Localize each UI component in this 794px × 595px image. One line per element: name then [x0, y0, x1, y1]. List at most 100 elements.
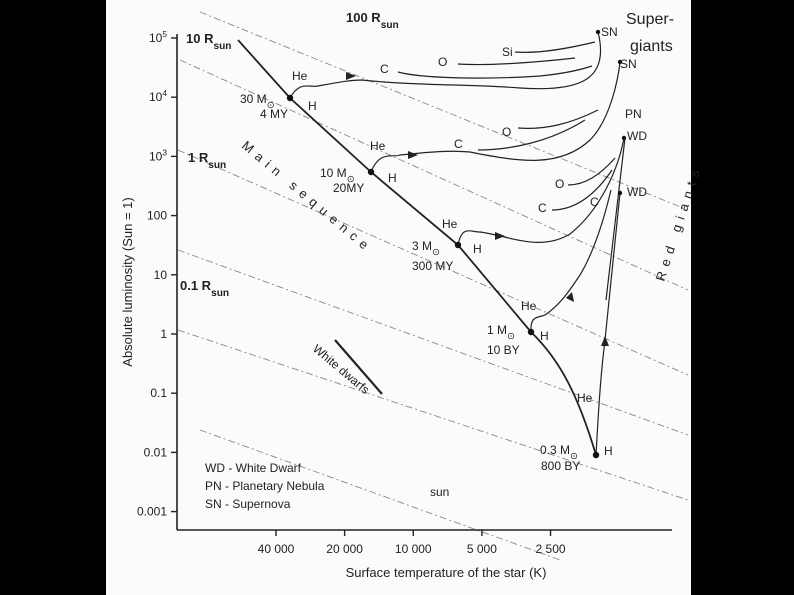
- track-30m: [289, 31, 602, 99]
- radius-label-01: 0.1 Rsun: [180, 278, 229, 299]
- hydrogen-label: H: [308, 99, 317, 113]
- y-tick-label: 104: [149, 88, 167, 104]
- legend: WD - White Dwarf PN - Planetary Nebula SN …: [205, 461, 325, 511]
- track-label-o: O: [502, 125, 511, 139]
- red-giants-label: Red giants: [653, 162, 705, 283]
- loop-30m-c: [397, 65, 593, 79]
- star-age-label: 300 MY: [412, 259, 453, 273]
- y-tick-label: 100: [147, 209, 167, 223]
- endpoint-sn: SN: [601, 25, 618, 39]
- arrow-10m: [408, 151, 418, 159]
- loop-30m-o: [457, 57, 576, 66]
- endpoint-wd: WD: [627, 185, 647, 199]
- star-age-label: 20MY: [333, 181, 364, 195]
- x-tick-label: 5 000: [467, 542, 497, 556]
- hydrogen-label: H: [473, 242, 482, 256]
- radius-line: [199, 429, 561, 561]
- endpoint-sn: SN: [620, 57, 637, 71]
- star-age-label: 4 MY: [260, 107, 288, 121]
- endpoint-point: [617, 190, 623, 196]
- hydrogen-label: H: [540, 329, 549, 343]
- main-sequence-label: Main sequence: [239, 138, 376, 256]
- star-point: [367, 168, 375, 176]
- star-mass-label: 10 M⊙: [320, 166, 355, 184]
- endpoint-point: [617, 59, 623, 65]
- star-age-label: 800 BY: [541, 459, 580, 473]
- star-age-label: 10 BY: [487, 343, 520, 357]
- track-arrows: [346, 72, 609, 346]
- loop-10m-c: [477, 119, 586, 151]
- y-tick-label: 10: [154, 268, 168, 282]
- legend-entry: WD - White Dwarf: [205, 461, 302, 475]
- y-tick-label: 105: [149, 29, 167, 45]
- star-point: [286, 94, 294, 102]
- supergiants-label: Super-: [626, 11, 674, 28]
- arrow-30m: [346, 72, 356, 80]
- track-label-si: Si: [502, 45, 513, 59]
- loop-30m-si: [514, 41, 596, 53]
- y-tick-label: 0.001: [137, 505, 167, 519]
- track-10m: [370, 61, 621, 173]
- endpoint-point: [595, 29, 601, 35]
- white-dwarf-band: [334, 339, 383, 395]
- wd-descent-1: [605, 137, 626, 301]
- star-point: [592, 451, 600, 459]
- chart-paper: [106, 0, 691, 595]
- endpoint-wd: WD: [627, 129, 647, 143]
- loop-3m-o: [567, 157, 616, 186]
- x-tick-label: 20 000: [326, 542, 363, 556]
- radius-line: [177, 249, 689, 436]
- track-1m: [530, 189, 612, 333]
- track-label-c: C: [454, 137, 463, 151]
- helium-label: He: [292, 69, 308, 83]
- endpoint-point: [621, 135, 627, 141]
- hydrogen-label: H: [388, 171, 397, 185]
- star-point: [454, 241, 462, 249]
- star-mass-label: 1 M⊙: [487, 323, 515, 341]
- helium-label: He: [370, 139, 386, 153]
- star-mass-label: 30 M⊙: [240, 92, 275, 110]
- supergiants-label: giants: [630, 38, 673, 55]
- endpoint-pn: PN: [625, 107, 642, 121]
- track-label-o: O: [555, 177, 564, 191]
- legend-entry: PN - Planetary Nebula: [205, 479, 325, 493]
- radius-line: [179, 59, 689, 291]
- radius-line: [177, 149, 689, 376]
- arrow-1m: [566, 292, 574, 302]
- x-tick-label: 40 000: [258, 542, 295, 556]
- helium-label: He: [577, 391, 593, 405]
- arrow-03m: [601, 336, 609, 346]
- x-tick-label: 2 500: [536, 542, 566, 556]
- white-dwarfs-label: White dwarfs: [310, 342, 372, 397]
- helium-label: He: [442, 217, 458, 231]
- arrow-3m: [495, 232, 505, 240]
- radius-label-100: 100 Rsun: [346, 10, 399, 31]
- star-mass-label: 3 M⊙: [412, 239, 440, 257]
- y-tick-label: 0.1: [150, 386, 167, 400]
- legend-entry: SN - Supernova: [205, 497, 291, 511]
- helium-label: He: [521, 299, 537, 313]
- star-mass-label: 0.3 M⊙: [540, 443, 578, 461]
- track-3m: [457, 137, 625, 246]
- x-tick-label: 10 000: [395, 542, 432, 556]
- annotations: 30 M⊙4 MY 10 M⊙20MY 3 M⊙ 300 MY 1 M⊙ 10 BY 0.3…: [180, 10, 705, 499]
- star-point: [527, 328, 535, 336]
- y-tick-label: 0.01: [144, 445, 168, 459]
- axis-ticks: 105 104 103 100 10 1 0.1 0.01 0.001 40 000 20 000 1…: [137, 29, 566, 556]
- y-axis-title: Absolute luminosity (Sun = 1): [120, 197, 135, 366]
- y-tick-label: 103: [149, 147, 167, 163]
- main-sequence-stars: [286, 29, 627, 459]
- hydrogen-label: H: [604, 444, 613, 458]
- y-tick-label: 1: [160, 327, 167, 341]
- track-label-c: C: [380, 62, 389, 76]
- x-axis-title: Surface temperature of the star (K): [346, 565, 547, 580]
- loop-10m-o: [517, 109, 599, 129]
- track-label-c: C: [590, 195, 599, 209]
- radius-label-10: 10 Rsun: [186, 31, 231, 52]
- loop-3m-c: [551, 169, 613, 211]
- track-label-c: C: [538, 201, 547, 215]
- sun-label: sun: [430, 485, 449, 499]
- radius-label-1: 1 Rsun: [188, 150, 226, 171]
